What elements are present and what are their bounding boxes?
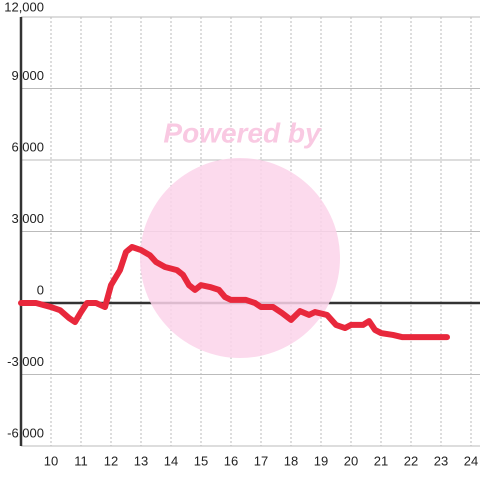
x-tick-label: 13 [134, 453, 148, 468]
x-tick-label: 15 [194, 453, 208, 468]
x-tick-label: 11 [74, 453, 88, 468]
watermark: Powered by [163, 117, 322, 148]
x-tick-label: 19 [314, 453, 328, 468]
x-tick-label: 23 [434, 453, 448, 468]
x-tick-label: 12 [104, 453, 118, 468]
y-tick-label: 12,000 [4, 0, 44, 14]
x-tick-label: 16 [224, 453, 238, 468]
watermark-circle [140, 158, 340, 358]
y-tick-label: 3,000 [11, 211, 44, 226]
x-tick-label: 21 [374, 453, 388, 468]
line [18, 243, 450, 341]
x-tick-label: 10 [44, 453, 58, 468]
x-tick-label: 24 [464, 453, 478, 468]
y-tick-label: -6,000 [7, 425, 44, 440]
y-tick-label: 9,000 [11, 68, 44, 83]
x-tick-label: 22 [404, 453, 418, 468]
y-tick-label: 0 [37, 282, 44, 297]
y-tick-label: -3,000 [7, 354, 44, 369]
y-tick-label: 6,000 [11, 139, 44, 154]
x-tick-label: 14 [164, 453, 178, 468]
x-tick-label: 17 [254, 453, 268, 468]
x-tick-label: 18 [284, 453, 298, 468]
x-tick-label: 20 [344, 453, 358, 468]
